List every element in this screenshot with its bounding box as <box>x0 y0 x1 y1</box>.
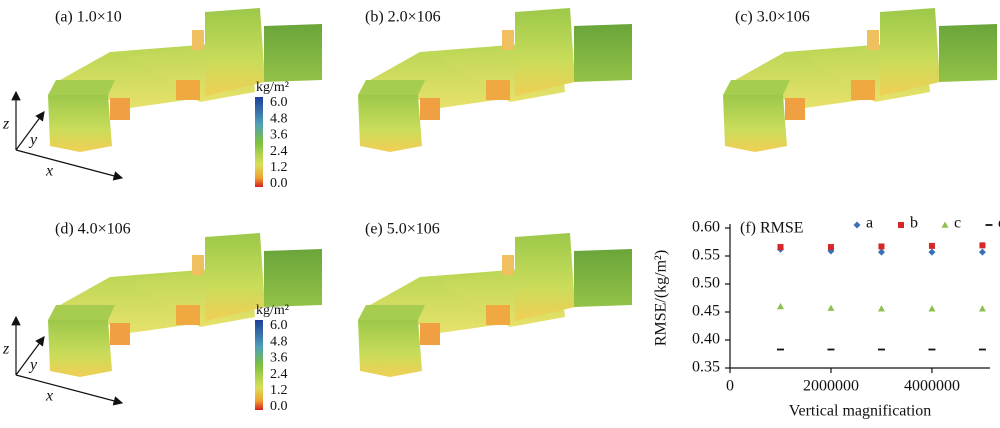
data-point <box>776 302 784 310</box>
x-tick-label: 4000000 <box>904 378 960 395</box>
y-tick-label: 0.60 <box>692 219 720 236</box>
colorbar-label: 1.2 <box>270 383 288 398</box>
y-tick-label: 0.45 <box>692 303 720 320</box>
data-point <box>777 244 784 251</box>
legend-label: d <box>998 215 1000 232</box>
colorbar-unit: kg/m² <box>256 303 289 318</box>
data-point <box>878 243 885 250</box>
data-point <box>978 248 986 256</box>
y-axis-label: RMSE/(kg/m²) <box>653 250 670 346</box>
data-point <box>827 244 834 251</box>
rmse-chart: 0.35 0.40 0.45 0.50 0.55 0.60 0 2000000 4000000 V… <box>653 215 1000 420</box>
legend-marker <box>853 221 861 229</box>
data-point <box>928 248 936 256</box>
colorbar-label: 3.6 <box>270 351 288 366</box>
legend-marker <box>941 221 949 228</box>
colorbar-scale <box>255 97 263 187</box>
data-point <box>877 248 885 256</box>
render-b <box>358 8 632 152</box>
chart-title: (f) RMSE <box>740 220 804 237</box>
y-tick-label: 0.35 <box>692 359 720 376</box>
axes-indicator: z yx <box>2 90 124 181</box>
data-point <box>928 305 936 312</box>
colorbar-label: 0.0 <box>270 399 288 414</box>
axis-letter: x <box>45 163 53 180</box>
data-point <box>978 305 986 312</box>
colorbar-label: 2.4 <box>270 144 288 159</box>
axis-letter: y <box>28 132 38 149</box>
colorbar-scale <box>255 320 263 410</box>
axis-letter: z <box>2 341 10 358</box>
axis-letter: z <box>2 116 10 133</box>
x-tick-label: 0 <box>726 378 734 395</box>
panel-label: (d) 4.0×106 <box>55 221 131 238</box>
panel-label: (c) 3.0×106 <box>735 9 810 26</box>
colorbar-label: 3.6 <box>270 128 288 143</box>
axis-letter: x <box>45 388 53 405</box>
legend-marker <box>898 222 904 228</box>
axes-indicator: z yx <box>2 315 124 406</box>
axis-letter: y <box>28 357 38 374</box>
colorbar: kg/m²6.04.8 3.62.41.20.0 <box>255 80 289 191</box>
axis-arrow <box>15 374 124 406</box>
colorbar-label: 1.2 <box>270 160 288 175</box>
render-c <box>723 8 997 152</box>
panel-label: (b) 2.0×106 <box>365 9 441 26</box>
data-point <box>877 305 885 312</box>
x-axis-label: Vertical magnification <box>789 403 932 420</box>
colorbar-label: 6.0 <box>270 318 288 333</box>
colorbar-unit: kg/m² <box>256 80 289 95</box>
render-e <box>358 233 632 377</box>
axis-arrow <box>15 111 45 151</box>
y-tick-label: 0.55 <box>692 247 720 264</box>
panel-label: (a) 1.0×10 <box>55 9 122 26</box>
colorbar: kg/m²6.04.8 3.62.41.20.0 <box>255 303 289 414</box>
axis-arrow <box>15 336 45 376</box>
colorbar-label: 4.8 <box>270 111 288 126</box>
legend-label: b <box>910 215 918 232</box>
data-point <box>979 242 986 249</box>
colorbar-label: 4.8 <box>270 334 288 349</box>
data-point <box>928 242 935 249</box>
axis-arrow <box>15 149 124 181</box>
y-tick-label: 0.50 <box>692 275 720 292</box>
legend-label: a <box>866 215 873 232</box>
legend-label: c <box>954 215 961 232</box>
colorbar-label: 0.0 <box>270 176 288 191</box>
y-tick-label: 0.40 <box>692 331 720 348</box>
panel-label: (e) 5.0×106 <box>365 221 440 238</box>
x-tick-label: 2000000 <box>803 378 859 395</box>
colorbar-label: 2.4 <box>270 367 288 382</box>
colorbar-label: 6.0 <box>270 95 288 110</box>
data-point <box>827 304 835 311</box>
